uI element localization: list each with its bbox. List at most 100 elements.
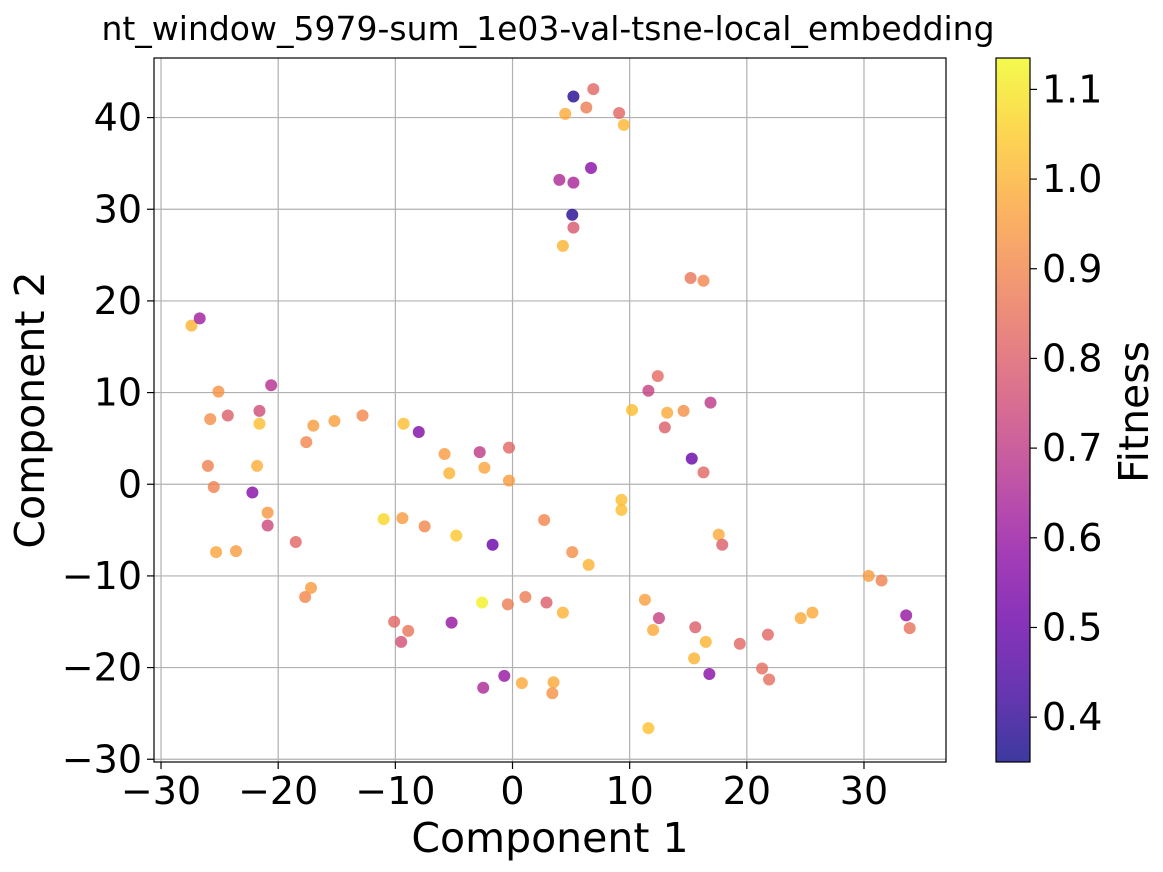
scatter-point <box>498 669 511 682</box>
scatter-point <box>567 221 580 234</box>
scatter-point <box>201 459 214 472</box>
scatter-point <box>756 662 769 675</box>
scatter-point <box>697 274 710 287</box>
scatter-point <box>642 384 655 397</box>
scatter-point <box>638 593 651 606</box>
scatter-point <box>685 452 698 465</box>
scatter-point <box>502 474 515 487</box>
scatter-point <box>617 118 630 131</box>
scatter-point <box>642 722 655 735</box>
scatter-point <box>300 436 313 449</box>
scatter-point <box>377 513 390 526</box>
scatter-point <box>473 446 486 459</box>
colorbar-tick-label: 0.4 <box>1042 695 1102 739</box>
scatter-point <box>438 448 451 460</box>
scatter-point <box>556 239 569 252</box>
scatter-point <box>761 628 774 641</box>
scatter-point <box>626 404 639 416</box>
scatter-point <box>388 615 401 628</box>
scatter-point <box>547 676 560 689</box>
scatter-point <box>443 467 456 480</box>
y-tick-label: −30 <box>62 737 142 781</box>
colorbar-label: Fitness <box>1110 341 1158 483</box>
scatter-point <box>903 622 916 635</box>
scatter-point <box>658 421 671 434</box>
scatter-point <box>538 514 551 526</box>
scatter-point <box>307 419 320 432</box>
scatter-point <box>651 370 664 383</box>
y-tick-label: 30 <box>94 187 142 231</box>
colorbar-tick-label: 1.1 <box>1042 67 1102 111</box>
scatter-point <box>253 417 266 430</box>
scatter-point <box>703 668 716 680</box>
scatter-point <box>210 546 223 559</box>
scatter-point <box>615 503 628 516</box>
scatter-point <box>862 569 875 582</box>
scatter-point <box>582 558 595 571</box>
colorbar-tick-label: 0.7 <box>1042 426 1102 470</box>
scatter-point <box>553 173 566 186</box>
colorbar-tick-label: 0.8 <box>1042 336 1102 380</box>
scatter-point <box>763 673 776 686</box>
x-tick-label: −20 <box>238 769 318 813</box>
y-tick-label: 0 <box>118 462 142 506</box>
scatter-point <box>699 635 712 648</box>
scatter-point <box>450 529 463 542</box>
x-tick-label: 10 <box>605 769 653 813</box>
y-axis-ticks: −30 −20 −10 0 10 20 30 40 <box>62 96 154 781</box>
scatter-point <box>356 409 369 422</box>
scatter-point <box>615 493 628 506</box>
scatter-point <box>567 90 580 103</box>
data-points <box>185 83 916 735</box>
colorbar-tick-label: 0.9 <box>1042 247 1102 291</box>
scatter-point <box>478 461 491 474</box>
scatter-point <box>445 616 458 629</box>
scatter-point <box>875 574 888 587</box>
scatter-point <box>299 591 312 603</box>
scatter-point <box>540 596 553 609</box>
y-tick-label: 20 <box>94 279 142 323</box>
plot-frame <box>153 57 947 763</box>
scatter-point <box>712 528 725 541</box>
scatter-point <box>396 512 409 525</box>
scatter-point <box>185 319 198 332</box>
scatter-point <box>661 406 674 419</box>
colorbar <box>995 57 1031 763</box>
y-axis-label: Component 2 <box>6 271 54 548</box>
scatter-point <box>566 208 579 221</box>
scatter-point <box>567 176 580 189</box>
scatter-point <box>684 272 697 284</box>
scatter-point <box>212 385 225 398</box>
scatter-point <box>230 545 243 558</box>
scatter-point <box>515 677 528 690</box>
scatter-point <box>397 417 410 430</box>
scatter-point <box>689 621 702 634</box>
x-axis-label: Component 1 <box>411 814 688 862</box>
scatter-point <box>647 624 660 636</box>
y-tick-label: −20 <box>62 646 142 690</box>
scatter-point <box>688 652 701 665</box>
scatter-point <box>900 609 913 622</box>
x-tick-label: 20 <box>723 769 771 813</box>
scatter-point <box>304 581 317 594</box>
scatter-point <box>794 612 807 625</box>
chart-title: nt_window_5979-sum_1e03-val-tsne-local_e… <box>101 9 994 48</box>
y-tick-label: 10 <box>94 371 142 415</box>
grid-lines <box>154 58 946 762</box>
scatter-point <box>402 624 415 637</box>
scatter-point <box>716 538 729 551</box>
scatter-point <box>704 396 717 409</box>
scatter-point <box>221 409 234 422</box>
scatter-point <box>677 404 690 417</box>
scatter-point <box>556 606 569 619</box>
scatter-point <box>559 107 572 120</box>
scatter-point <box>253 404 266 417</box>
x-tick-label: 30 <box>840 769 888 813</box>
colorbar-tick-label: 0.6 <box>1042 516 1102 560</box>
x-axis-ticks: −30 −20 −10 0 10 20 30 <box>121 762 888 813</box>
scatter-point <box>207 481 220 493</box>
scatter-point <box>251 459 264 472</box>
scatter-point <box>546 687 559 700</box>
colorbar-tick-label: 0.5 <box>1042 605 1102 649</box>
